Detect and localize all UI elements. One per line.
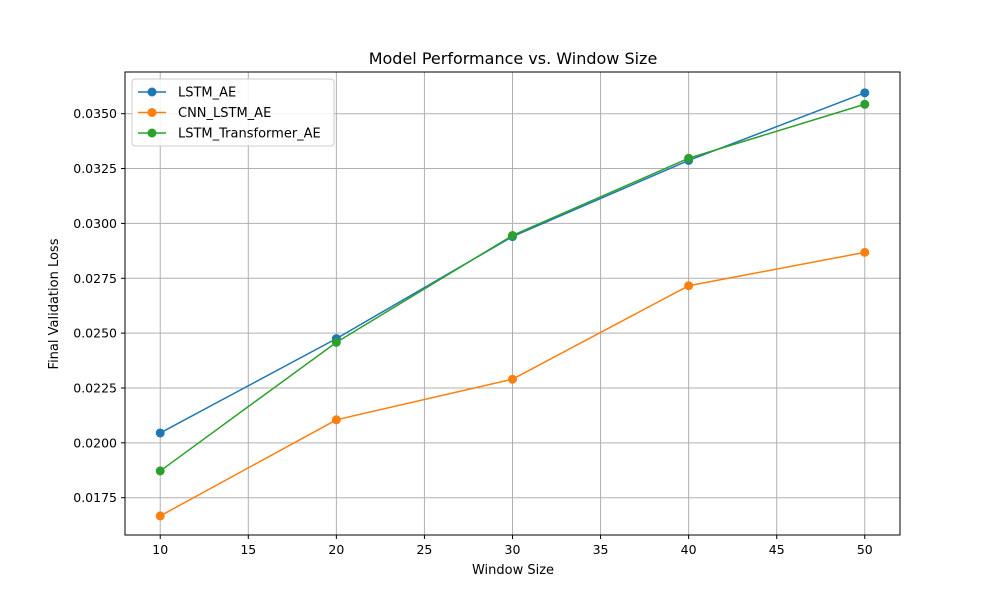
x-tick-label: 10 xyxy=(152,542,168,557)
data-point-cnn-lstm-ae xyxy=(508,374,517,384)
data-point-cnn-lstm-ae xyxy=(155,511,165,521)
legend: LSTM_AE CNN_LSTM_AE LSTM_Transformer_AE xyxy=(131,78,335,147)
axis-ticks: 10 15 20 25 30 35 40 45 50 0.0175 0.0200 0.0225 0.02… xyxy=(73,106,873,557)
data-point-lstm-transformer-ae xyxy=(684,153,694,163)
legend-marker-lstm-ae xyxy=(147,87,157,97)
x-tick-label: 35 xyxy=(593,542,609,557)
x-tick-label: 20 xyxy=(328,542,344,557)
legend-label-lstm-ae: LSTM_AE xyxy=(178,86,236,101)
y-tick-label: 0.0225 xyxy=(73,380,117,395)
data-point-cnn-lstm-ae xyxy=(860,247,870,257)
y-tick-label: 0.0175 xyxy=(73,490,117,505)
x-tick-label: 15 xyxy=(240,542,256,557)
y-tick-label: 0.0350 xyxy=(73,106,117,121)
grid xyxy=(125,72,900,535)
y-tick-label: 0.0200 xyxy=(73,435,117,450)
plot-frame xyxy=(124,71,901,536)
legend-box xyxy=(131,78,335,147)
series-group xyxy=(155,88,870,521)
data-point-lstm-transformer-ae xyxy=(331,337,341,347)
x-tick-label: 30 xyxy=(505,542,521,557)
legend-label-cnn-lstm-ae: CNN_LSTM_AE xyxy=(178,106,271,121)
x-tick-label: 45 xyxy=(769,542,785,557)
data-point-cnn-lstm-ae xyxy=(331,415,341,425)
chart-title: Model Performance vs. Window Size xyxy=(369,49,658,68)
legend-marker-cnn-lstm-ae xyxy=(147,108,157,117)
y-tick-label: 0.0250 xyxy=(73,326,117,341)
data-point-lstm-transformer-ae xyxy=(860,99,870,109)
x-axis-label: Window Size xyxy=(472,563,554,578)
data-point-lstm-transformer-ae xyxy=(508,230,517,240)
y-axis-label: Final Validation Loss xyxy=(47,238,62,369)
y-tick-label: 0.0275 xyxy=(73,271,117,286)
legend-label-lstm-transformer-ae: LSTM_Transformer_AE xyxy=(178,127,321,142)
data-point-lstm-transformer-ae xyxy=(155,466,165,476)
data-point-lstm-ae xyxy=(860,88,870,98)
data-point-lstm-ae xyxy=(155,428,165,438)
x-tick-label: 50 xyxy=(857,542,873,557)
x-tick-label: 25 xyxy=(416,542,432,557)
y-tick-label: 0.0325 xyxy=(73,161,117,176)
x-tick-label: 40 xyxy=(681,542,697,557)
legend-marker-lstm-transformer-ae xyxy=(147,128,157,138)
data-point-cnn-lstm-ae xyxy=(684,281,694,291)
y-tick-label: 0.0300 xyxy=(73,216,117,231)
